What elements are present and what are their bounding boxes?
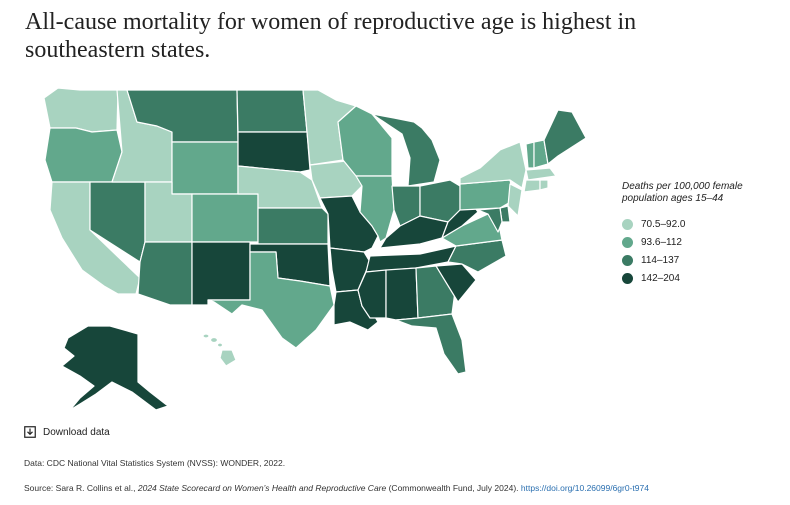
state-OR[interactable] [44, 127, 123, 183]
state-TX[interactable] [207, 251, 335, 349]
state-AZ[interactable] [137, 241, 193, 306]
state-CO[interactable] [191, 193, 259, 243]
legend: Deaths per 100,000 female population age… [622, 181, 782, 287]
legend-swatch [622, 254, 633, 266]
state-WA[interactable] [43, 87, 119, 133]
legend-item: 93.6–112 [622, 233, 782, 251]
state-AL[interactable] [385, 267, 419, 321]
legend-swatch [622, 272, 633, 284]
state-SD[interactable] [237, 131, 311, 173]
state-MI[interactable] [371, 113, 441, 187]
legend-item: 142–204 [622, 269, 782, 287]
state-HI[interactable] [202, 333, 237, 367]
state-FL[interactable] [395, 313, 467, 375]
legend-swatch [622, 218, 633, 230]
legend-item: 70.5–92.0 [622, 215, 782, 233]
legend-swatch [622, 236, 633, 248]
source-prefix: Source: Sara R. Collins et al., [24, 483, 138, 493]
chart-title: All-cause mortality for women of reprodu… [25, 9, 637, 63]
state-NJ[interactable] [507, 183, 523, 217]
legend-label: 70.5–92.0 [641, 218, 686, 230]
source-note: Source: Sara R. Collins et al., 2024 Sta… [24, 483, 649, 493]
state-WY[interactable] [171, 141, 239, 195]
download-data-button[interactable]: Download data [24, 426, 110, 438]
download-data-label: Download data [43, 426, 110, 438]
state-RI[interactable] [539, 179, 549, 191]
data-note: Data: CDC National Vital Statistics Syst… [24, 458, 286, 468]
legend-label: 93.6–112 [641, 236, 682, 248]
source-doi-link[interactable]: https://doi.org/10.26099/6gr0-t974 [520, 483, 649, 493]
state-ME[interactable] [543, 109, 587, 165]
state-MO[interactable] [319, 195, 379, 253]
state-KS[interactable] [257, 207, 329, 245]
state-ND[interactable] [236, 89, 308, 133]
state-MA[interactable] [525, 167, 557, 181]
legend-item: 114–137 [622, 251, 782, 269]
source-report-title: 2024 State Scorecard on Women’s Health a… [137, 483, 387, 493]
state-MD[interactable] [477, 207, 503, 233]
legend-title: Deaths per 100,000 female population age… [622, 181, 743, 204]
legend-label: 142–204 [641, 272, 680, 284]
state-CT[interactable] [523, 179, 541, 193]
state-NY[interactable] [459, 141, 527, 189]
state-SC[interactable] [435, 263, 477, 303]
state-NM[interactable] [191, 241, 251, 306]
download-icon [24, 426, 36, 438]
source-suffix: (Commonwealth Fund, July 2024). [386, 483, 521, 493]
legend-label: 114–137 [641, 254, 680, 266]
state-VT[interactable] [525, 141, 535, 169]
state-WI[interactable] [337, 105, 393, 177]
state-AK[interactable] [61, 325, 169, 411]
state-PA[interactable] [459, 179, 515, 211]
